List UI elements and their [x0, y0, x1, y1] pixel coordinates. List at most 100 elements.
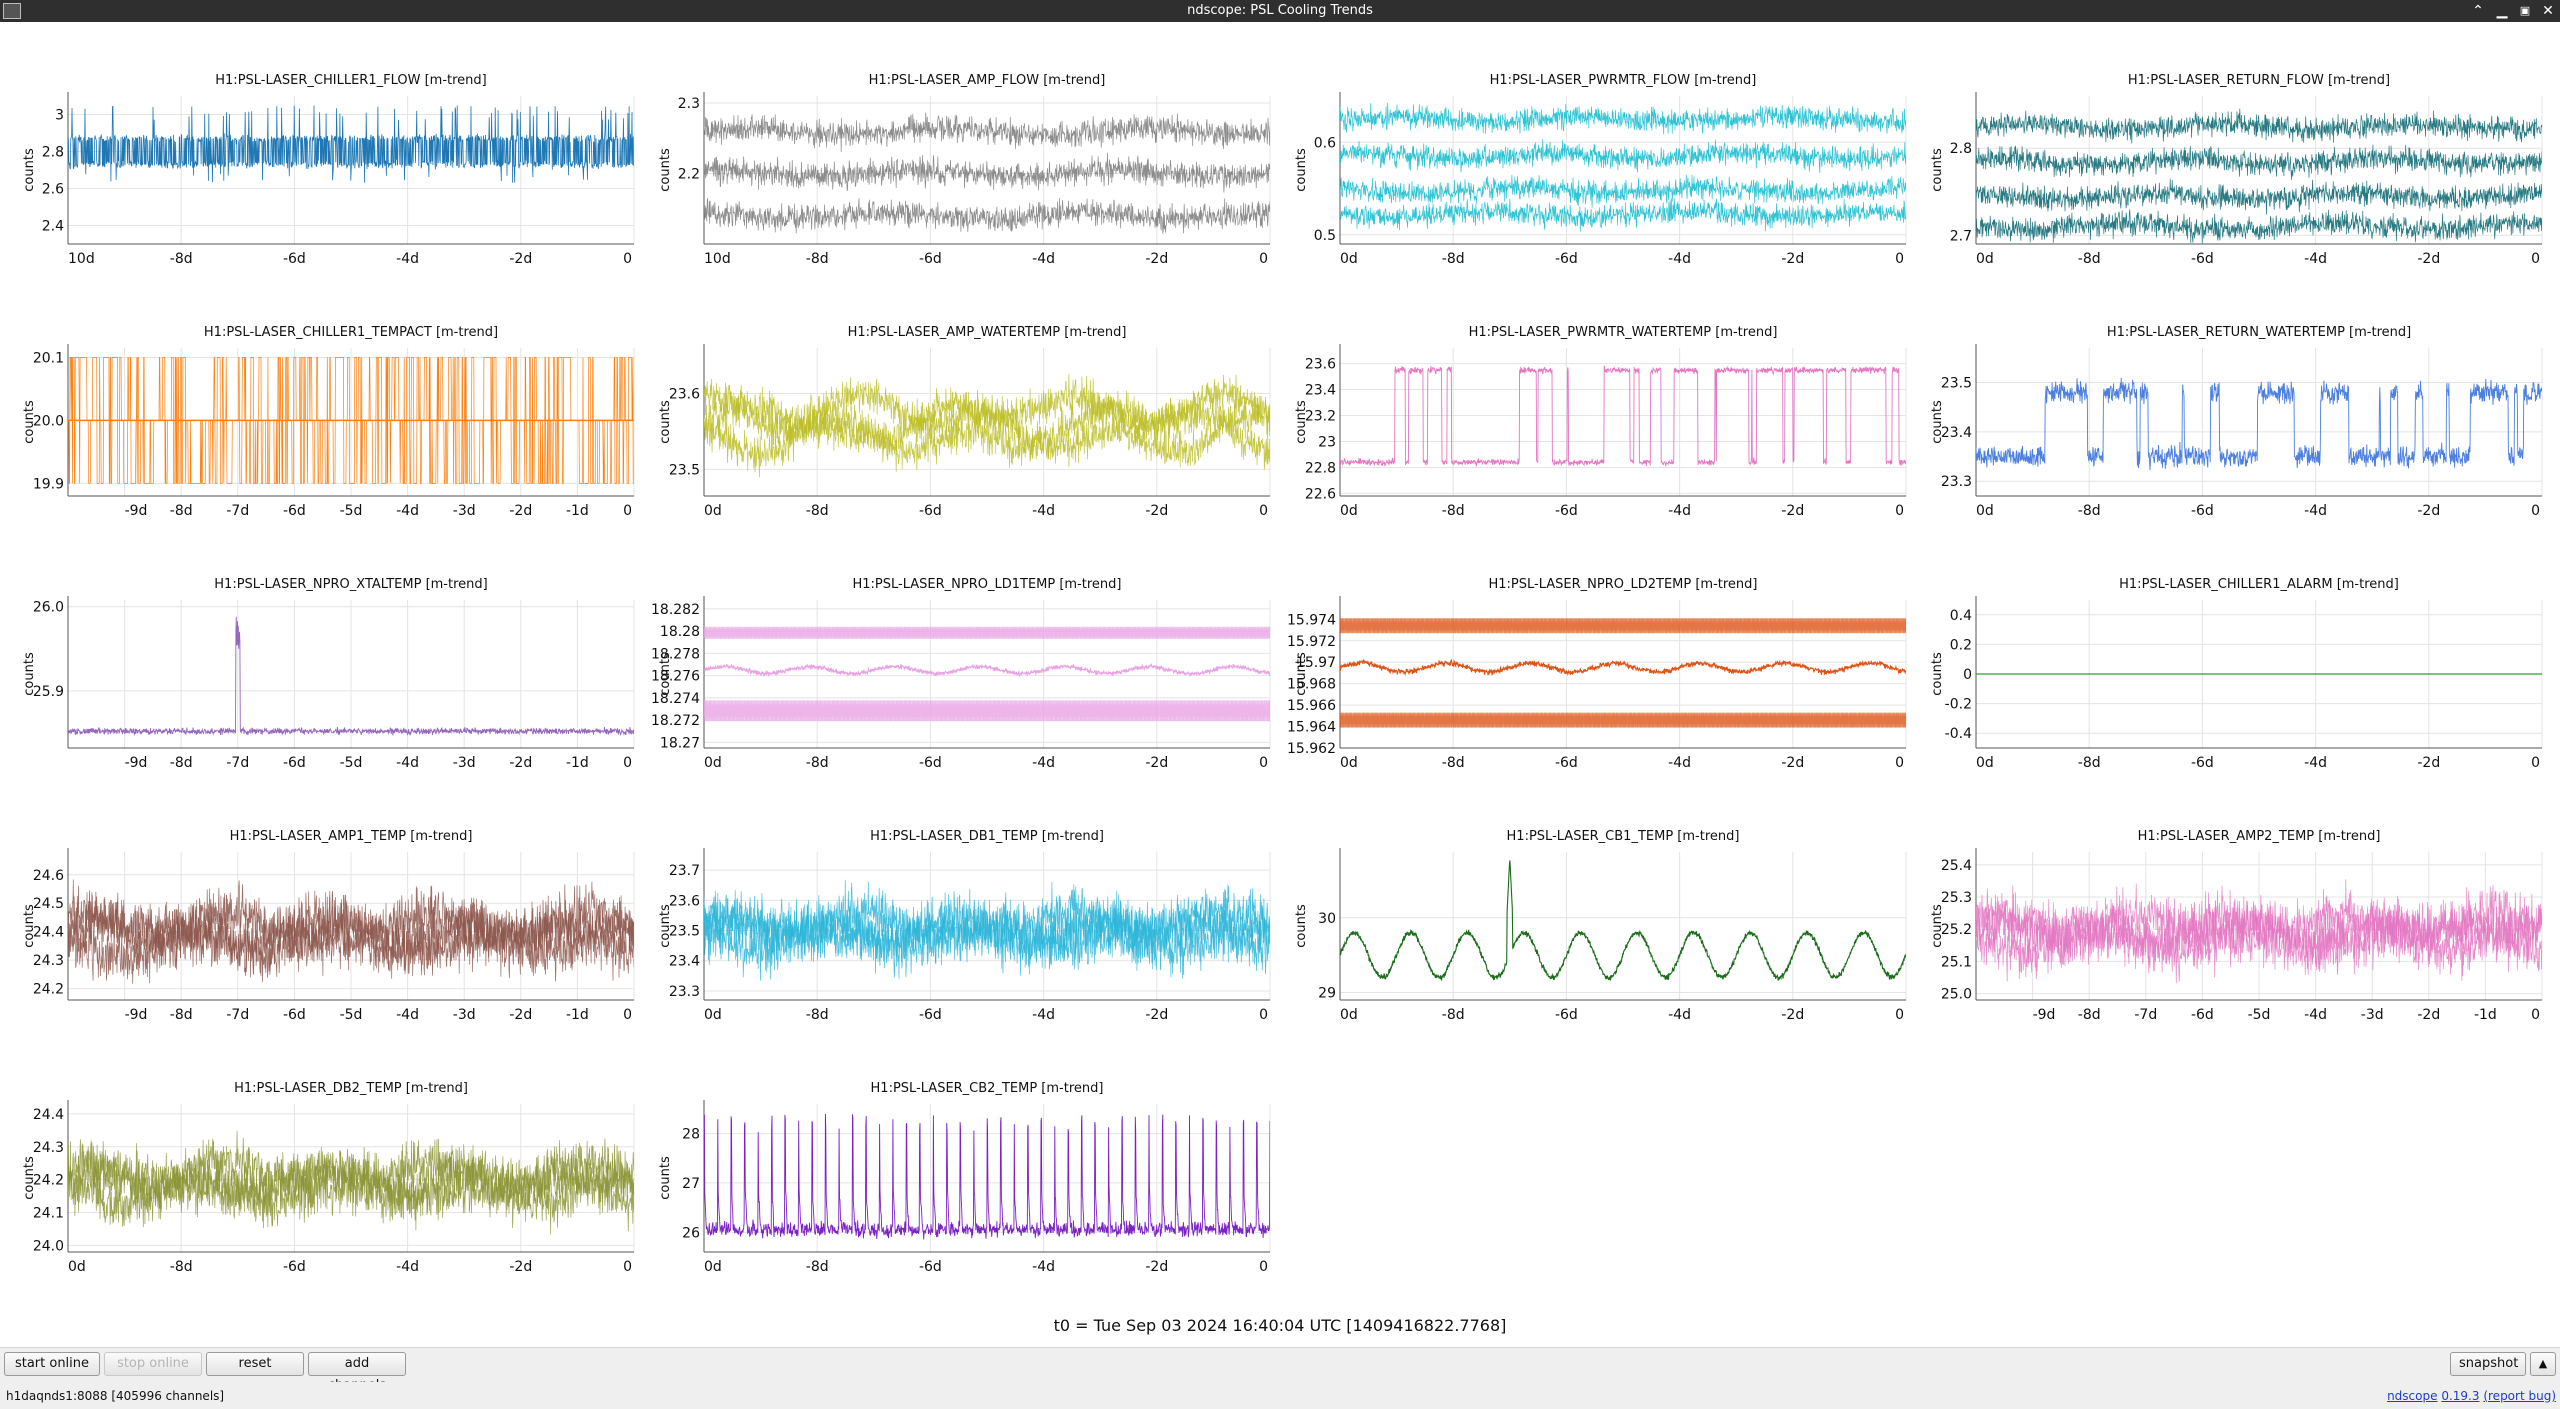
x-tick-label: -4d [396, 503, 419, 519]
x-tick-label: -2d [2417, 251, 2440, 267]
plot-canvas[interactable]: H1:PSL-LASER_CB1_TEMP [m-trend] counts 0d -… [1272, 800, 1912, 1052]
status-bar: h1daqnds1:8088 [405996 channels] ndscope… [0, 1382, 2560, 1409]
plot-panel[interactable]: H1:PSL-LASER_RETURN_FLOW [m-trend] counts… [1908, 44, 2548, 296]
plot-panel[interactable]: H1:PSL-LASER_CB2_TEMP [m-trend] counts 0d -… [636, 1052, 1276, 1304]
plot-canvas[interactable]: H1:PSL-LASER_CHILLER1_TEMPACT [m-trend] c… [0, 296, 640, 548]
reset-button[interactable]: reset [206, 1352, 304, 1376]
plot-canvas[interactable]: H1:PSL-LASER_NPRO_LD2TEMP [m-trend] count… [1272, 548, 1912, 800]
stop-online-button[interactable]: stop online [104, 1352, 202, 1376]
y-tick-label: 15.97 [1296, 655, 1336, 671]
y-axis-label: counts [658, 904, 673, 948]
snapshot-button[interactable]: snapshot [2450, 1352, 2526, 1376]
plot-panel[interactable]: H1:PSL-LASER_NPRO_XTALTEMP [m-trend] coun… [0, 548, 640, 800]
x-tick-label: -4d [2304, 251, 2327, 267]
trace-group [1976, 377, 2542, 471]
trace-line [68, 616, 634, 736]
y-tick-label: 15.968 [1287, 677, 1336, 693]
x-tick-label: -6d [919, 1259, 942, 1275]
maximize-icon[interactable]: ▣ [2519, 4, 2531, 17]
trace-line [68, 1138, 634, 1232]
x-tick-label: 0 [623, 251, 632, 267]
x-tick-label: 0d [1340, 251, 1358, 267]
trace-group [704, 373, 1270, 478]
trace-line [704, 626, 1270, 639]
plot-canvas[interactable]: H1:PSL-LASER_AMP2_TEMP [m-trend] counts -9… [1908, 800, 2548, 1052]
plot-panel[interactable]: H1:PSL-LASER_NPRO_LD1TEMP [m-trend] count… [636, 548, 1276, 800]
trace-group [68, 616, 634, 736]
x-tick-label: 0 [2531, 503, 2540, 519]
y-tick-label: 2.4 [42, 219, 64, 235]
start-online-button[interactable]: start online [4, 1352, 100, 1376]
add-channels-button[interactable]: add channels [308, 1352, 406, 1393]
y-tick-label: -0.2 [1945, 697, 1972, 713]
plot-canvas[interactable]: H1:PSL-LASER_CB2_TEMP [m-trend] counts 0d -… [636, 1052, 1276, 1304]
plot-panel[interactable]: H1:PSL-LASER_AMP2_TEMP [m-trend] counts -9… [1908, 800, 2548, 1052]
x-tick-label: -8d [806, 755, 829, 771]
x-tick-label: -8d [2078, 251, 2101, 267]
plot-canvas[interactable]: H1:PSL-LASER_CHILLER1_FLOW [m-trend] coun… [0, 44, 640, 296]
plot-panel[interactable]: H1:PSL-LASER_CHILLER1_FLOW [m-trend] coun… [0, 44, 640, 296]
y-tick-label: 23.5 [1941, 376, 1972, 392]
y-tick-label: 23.3 [1941, 474, 1972, 490]
version-link[interactable]: 0.19.3 [2441, 1389, 2480, 1403]
plot-panel[interactable]: H1:PSL-LASER_RETURN_WATERTEMP [m-trend] c… [1908, 296, 2548, 548]
plot-canvas[interactable]: H1:PSL-LASER_PWRMTR_FLOW [m-trend] counts… [1272, 44, 1912, 296]
y-tick-label: 0.5 [1314, 228, 1336, 244]
plot-title: H1:PSL-LASER_DB1_TEMP [m-trend] [870, 829, 1104, 844]
expand-triangle-icon[interactable]: ▲ [2530, 1352, 2556, 1376]
y-tick-label: 15.972 [1287, 634, 1336, 650]
plot-canvas[interactable]: H1:PSL-LASER_AMP_WATERTEMP [m-trend] coun… [636, 296, 1276, 548]
y-tick-label: 24.2 [33, 982, 64, 998]
window-title: ndscope: PSL Cooling Trends [1187, 3, 1373, 18]
trace-line [1340, 860, 1906, 982]
x-tick-label: 0 [1895, 251, 1904, 267]
plot-canvas[interactable]: H1:PSL-LASER_AMP1_TEMP [m-trend] counts -9… [0, 800, 640, 1052]
y-tick-label: 30 [1318, 911, 1336, 927]
y-tick-label: 22.8 [1305, 460, 1336, 476]
x-tick-label: -8d [170, 1259, 193, 1275]
plot-canvas[interactable]: H1:PSL-LASER_CHILLER1_ALARM [m-trend] cou… [1908, 548, 2548, 800]
plot-panel[interactable]: H1:PSL-LASER_NPRO_LD2TEMP [m-trend] count… [1272, 548, 1912, 800]
close-icon[interactable]: ✕ [2542, 3, 2554, 19]
plot-title: H1:PSL-LASER_NPRO_LD2TEMP [m-trend] [1489, 577, 1758, 592]
x-tick-label: 0 [623, 503, 632, 519]
x-tick-label: -1d [566, 503, 589, 519]
x-tick-label: -3d [2361, 1007, 2384, 1023]
trace-line [704, 879, 1270, 979]
plot-panel[interactable]: H1:PSL-LASER_DB2_TEMP [m-trend] counts 0d -… [0, 1052, 640, 1304]
chevron-up-icon[interactable]: ⌃ [2472, 3, 2484, 19]
plot-panel[interactable]: H1:PSL-LASER_CHILLER1_ALARM [m-trend] cou… [1908, 548, 2548, 800]
x-tick-label: -8d [806, 251, 829, 267]
y-tick-label: 23.5 [669, 462, 700, 478]
plot-panel[interactable]: H1:PSL-LASER_CB1_TEMP [m-trend] counts 0d -… [1272, 800, 1912, 1052]
x-tick-label: -4d [2304, 755, 2327, 771]
x-tick-label: 0 [2531, 755, 2540, 771]
x-tick-label: -6d [283, 755, 306, 771]
plot-panel[interactable]: H1:PSL-LASER_AMP_FLOW [m-trend] counts 10d… [636, 44, 1276, 296]
plot-canvas[interactable]: H1:PSL-LASER_NPRO_XTALTEMP [m-trend] coun… [0, 548, 640, 800]
plot-canvas[interactable]: H1:PSL-LASER_RETURN_WATERTEMP [m-trend] c… [1908, 296, 2548, 548]
x-tick-label: -7d [226, 755, 249, 771]
y-tick-label: 26 [682, 1225, 700, 1241]
y-tick-label: 18.27 [660, 735, 700, 751]
plot-canvas[interactable]: H1:PSL-LASER_PWRMTR_WATERTEMP [m-trend] c… [1272, 296, 1912, 548]
x-tick-label: -4d [1032, 503, 1055, 519]
trace-group [1340, 365, 1906, 467]
report-bug-link[interactable]: (report bug) [2483, 1389, 2556, 1403]
plot-panel[interactable]: H1:PSL-LASER_AMP_WATERTEMP [m-trend] coun… [636, 296, 1276, 548]
plot-canvas[interactable]: H1:PSL-LASER_DB1_TEMP [m-trend] counts 0d -… [636, 800, 1276, 1052]
plot-panel[interactable]: H1:PSL-LASER_DB1_TEMP [m-trend] counts 0d -… [636, 800, 1276, 1052]
plot-title: H1:PSL-LASER_PWRMTR_WATERTEMP [m-trend] [1469, 325, 1778, 340]
plot-panel[interactable]: H1:PSL-LASER_PWRMTR_WATERTEMP [m-trend] c… [1272, 296, 1912, 548]
x-tick-label: -2d [1145, 251, 1168, 267]
plot-canvas[interactable]: H1:PSL-LASER_DB2_TEMP [m-trend] counts 0d -… [0, 1052, 640, 1304]
plot-canvas[interactable]: H1:PSL-LASER_AMP_FLOW [m-trend] counts 10d… [636, 44, 1276, 296]
minimize-icon[interactable]: ▁ [2496, 3, 2508, 19]
plot-canvas[interactable]: H1:PSL-LASER_RETURN_FLOW [m-trend] counts… [1908, 44, 2548, 296]
plot-panel[interactable]: H1:PSL-LASER_CHILLER1_TEMPACT [m-trend] c… [0, 296, 640, 548]
plot-panel[interactable]: H1:PSL-LASER_AMP1_TEMP [m-trend] counts -9… [0, 800, 640, 1052]
plot-panel[interactable]: H1:PSL-LASER_PWRMTR_FLOW [m-trend] counts… [1272, 44, 1912, 296]
ndscope-link[interactable]: ndscope [2387, 1389, 2438, 1403]
app-icon[interactable] [3, 3, 21, 19]
plot-canvas[interactable]: H1:PSL-LASER_NPRO_LD1TEMP [m-trend] count… [636, 548, 1276, 800]
